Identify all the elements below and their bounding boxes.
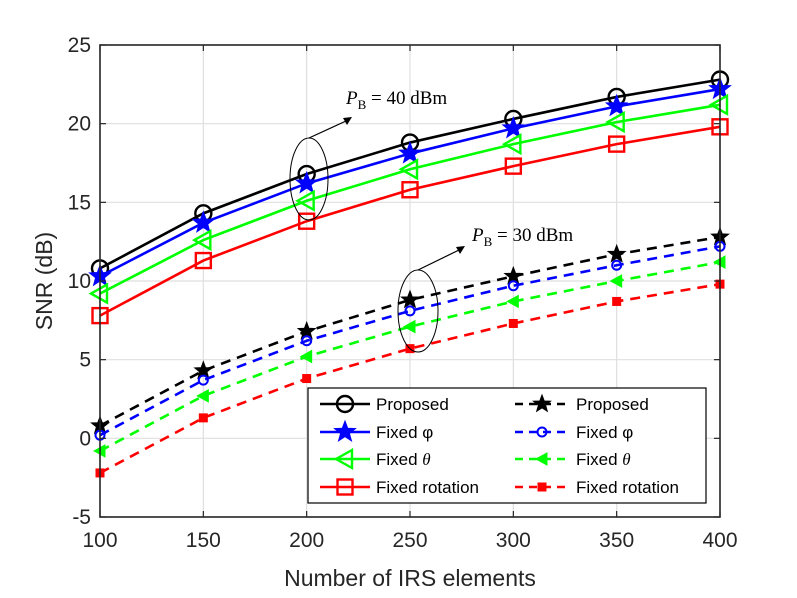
data-point [611,259,623,271]
legend-marker [335,394,355,414]
data-point [604,93,629,117]
data-point [398,141,422,164]
data-point [504,157,523,175]
legend: Proposed Fixed φ Fixed θ Fixed rotation Prop… [307,387,707,504]
y-axis-label: SNR (dB) [31,232,57,330]
arrow-40dbm [308,120,347,139]
x-tick-label: 100 [82,529,117,552]
data-point [401,181,419,199]
series-line [99,103,721,295]
legend-marker [534,452,548,466]
annotations: PB = 40 dBm PB = 30 dBm [289,88,573,353]
legend-label: Proposed [376,395,449,414]
legend-label: Fixed rotation [576,478,679,497]
arrowhead-40dbm [343,117,352,125]
y-tick-label: 0 [79,427,91,450]
legend-item: Fixed θ [320,447,431,471]
y-tick-label: 10 [68,270,91,293]
data-point [294,171,319,194]
annotation-30dbm: PB = 30 dBm [471,225,573,249]
data-point [605,111,625,134]
legend-label: Fixed θ [576,450,631,469]
arrow-30dbm [417,249,460,271]
data-point [503,265,524,285]
legend-item: Fixed rotation [320,478,479,497]
data-point [301,335,313,347]
x-tick-label: 350 [599,529,634,552]
data-point [708,93,729,116]
legend-item: Proposed [515,393,649,414]
x-tick-label: 400 [702,529,737,552]
series-line [99,245,721,437]
x-axis-label: Number of IRS elements [284,565,536,591]
arrowhead-30dbm [456,246,465,254]
legend-label: Fixed rotation [376,478,479,497]
legend-marker [536,426,548,438]
series-40dbm-fixed [88,93,729,305]
legend-label: Fixed θ [376,450,431,469]
data-point [88,282,109,305]
data-point [297,212,316,230]
data-point [191,229,212,252]
data-point [607,135,626,153]
data-point [508,318,518,328]
data-point [196,389,209,403]
data-point [198,413,208,423]
data-point [609,274,623,288]
y-tick-label: 15 [68,191,91,214]
legend-marker [336,478,354,496]
legend-item: Fixed θ [515,450,631,469]
data-point [612,296,622,306]
data-point [296,320,317,340]
legend-item: Proposed [320,394,449,414]
data-point [302,374,312,384]
data-point [191,210,216,233]
data-point [506,294,519,309]
x-tick-label: 150 [186,529,221,552]
legend-marker [333,447,354,471]
data-point [404,305,416,317]
data-point [402,319,416,334]
y-tick-label: 5 [79,349,91,372]
series-line [99,125,721,317]
x-tick-label: 300 [496,529,531,552]
legend-item: Fixed rotation [515,478,679,497]
data-point [501,115,526,139]
annotation-40dbm: PB = 40 dBm [345,88,447,112]
data-point [507,280,519,292]
legend-item: Fixed φ [515,423,633,442]
data-point [295,189,315,212]
legend-label: Fixed φ [576,423,633,442]
legend-marker [537,482,547,492]
legend-box [307,387,707,504]
data-point [400,289,420,309]
y-tick-label: 25 [68,34,91,57]
data-point [398,158,419,181]
legend-item: Fixed φ [320,419,433,443]
legend-marker [333,419,357,443]
x-tick-label: 250 [392,529,427,552]
data-point [299,349,313,364]
x-tick-label: 200 [289,529,324,552]
data-point [501,133,522,156]
legend-marker [532,393,552,413]
data-point [194,251,213,270]
legend-label: Proposed [576,395,649,414]
y-tick-label: 20 [68,113,91,136]
data-point [197,374,209,386]
data-point [193,360,214,380]
legend-label: Fixed φ [376,423,433,442]
y-tick-label: -5 [72,506,91,529]
data-point [606,243,627,263]
axes: 100 150 200 250 300 350 400 -5 0 5 10 15 20 25 [68,34,738,552]
